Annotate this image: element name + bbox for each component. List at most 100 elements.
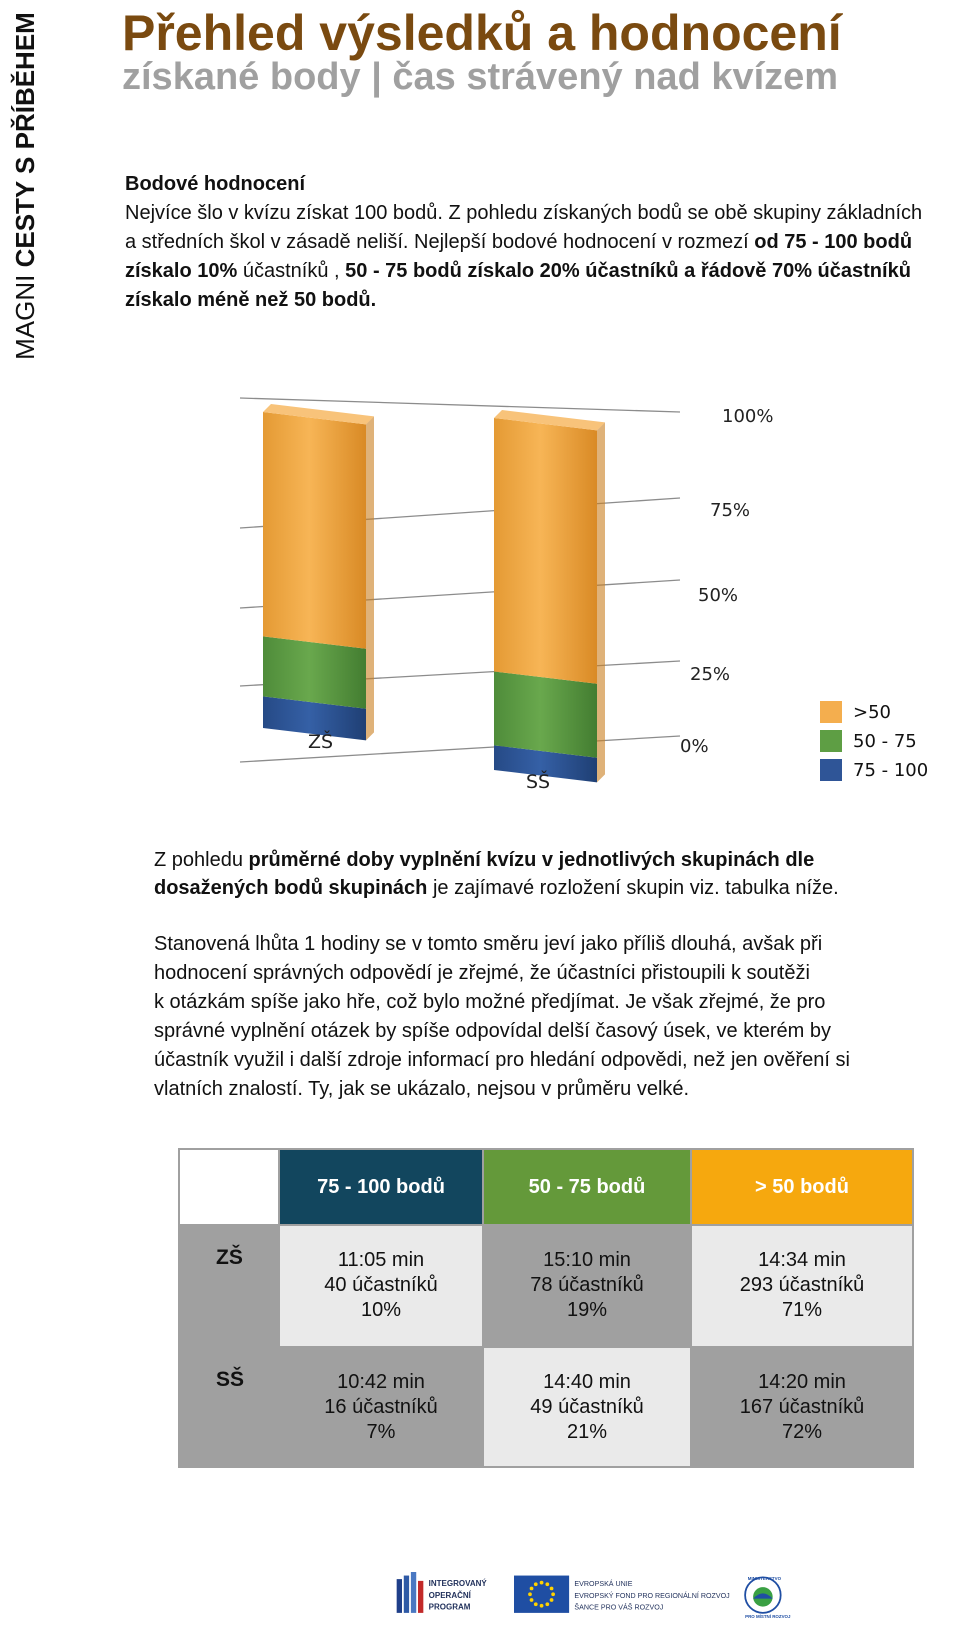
- table-cell-line: 167 účastníků: [739, 1396, 865, 1418]
- table-cell-line: 71%: [781, 1299, 823, 1321]
- eu-logo-line-3: ŠANCE PRO VÁŠ ROZVOJ: [574, 1602, 663, 1611]
- table-cell-line: 10%: [360, 1299, 402, 1321]
- chart-gridline: [239, 735, 681, 763]
- legend-label: >50: [853, 702, 891, 723]
- ministry-logo: MINISTERSTVO PRO MÍSTNÍ ROZVOJ: [744, 1576, 791, 1619]
- sidebar-brand: MAGNI CESTY S PŘÍBĚHEM: [7, 11, 43, 361]
- eu-star: [539, 1580, 544, 1585]
- time-bold-1: průměrné doby vyplnění kvízu v jednotliv…: [248, 849, 815, 871]
- deadline-line: správné vyplnění otázek by spíše odpovíd…: [154, 1020, 832, 1042]
- table-cell-line: 72%: [781, 1421, 823, 1443]
- table-cell-line: 21%: [566, 1421, 608, 1443]
- chart-bar-segment: [494, 671, 597, 758]
- table-cell-line: 78 účastníků: [530, 1274, 644, 1296]
- table-row-label: SŠ: [180, 1348, 278, 1466]
- table-cell-line: 40 účastníků: [324, 1274, 438, 1296]
- deadline-line: hodnocení správných odpovědí je zřejmé, …: [154, 962, 810, 984]
- sidebar-brand-bold: CESTY S PŘÍBĚHEM: [10, 12, 40, 268]
- chart-y-tick-label: 25%: [690, 664, 730, 685]
- eu-star: [533, 1582, 538, 1587]
- eu-star: [529, 1586, 534, 1591]
- legend-swatch: [820, 759, 842, 781]
- table-cell: 15:10 min 78 účastníků 19%: [484, 1226, 690, 1346]
- table-cell-line: 19%: [566, 1299, 608, 1321]
- chart-bar-segment: [494, 418, 597, 684]
- chart-bar-segment: [494, 745, 597, 783]
- intro-bold-1: od 75 - 100 bodů získalo 10%: [125, 231, 913, 282]
- table-header: 50 - 75 bodů: [484, 1150, 690, 1224]
- table-cell: 14:20 min 167 účastníků 72%: [692, 1348, 912, 1466]
- table-header: > 50 bodů: [692, 1150, 912, 1224]
- time-paragraph: Z pohledu průměrné doby vyplnění kvízu v…: [154, 846, 960, 902]
- chart-y-tick-label: 100%: [722, 406, 773, 427]
- time-text-1: Z pohledu: [154, 849, 249, 871]
- deadline-paragraph: Stanovená lhůta 1 hodiny se v tomto směr…: [154, 930, 960, 1104]
- ministry-logo-line-2: PRO MÍSTNÍ ROZVOJ: [745, 1612, 791, 1619]
- chart-bar-segment: [263, 696, 366, 741]
- table-cell-line: 14:20 min: [758, 1371, 846, 1393]
- intro-text-1: Nejvíce šlo v kvízu získat 100 bodů. Z p…: [125, 202, 923, 253]
- eu-star: [539, 1603, 544, 1608]
- table-header: 75 - 100 bodů: [280, 1150, 482, 1224]
- eu-star: [533, 1602, 538, 1607]
- chart-y-tick-label: 50%: [698, 585, 738, 606]
- table-cell-line: 11:05 min: [337, 1249, 425, 1271]
- eu-star: [529, 1598, 534, 1602]
- intro-text-2: účastníků ,: [237, 260, 346, 282]
- page-subtitle: získané body | čas strávený nad kvízem: [122, 56, 839, 98]
- intro-bold-2: 50 - 75 bodů získalo 20% účastníků a řád…: [125, 260, 911, 311]
- deadline-line: Stanovená lhůta 1 hodiny se v tomto směr…: [154, 933, 823, 955]
- page-title: Přehled výsledků a hodnocení: [122, 5, 842, 61]
- table-cell-line: 15:10 min: [543, 1249, 631, 1271]
- table-cell-line: 14:40 min: [543, 1371, 631, 1393]
- table-row-label: ZŠ: [180, 1226, 278, 1346]
- intro-heading: Bodové hodnocení: [125, 173, 305, 195]
- op-logo-line-1: INTEGROVANÝ: [429, 1579, 488, 1588]
- op-logo: INTEGROVANÝ OPERAČNÍ PROGRAM: [396, 1572, 488, 1613]
- eu-star: [528, 1592, 532, 1597]
- footer-logos: INTEGROVANÝ OPERAČNÍ PROGRAM EVROPSKÁ UN…: [396, 1572, 791, 1619]
- table-cell: 14:34 min 293 účastníků 71%: [692, 1226, 912, 1346]
- chart-bar-top: [263, 404, 374, 425]
- eu-logo: EVROPSKÁ UNIE EVROPSKÝ FOND PRO REGIONÁL…: [514, 1575, 730, 1613]
- time-bold-2: dosažených bodů skupinách: [154, 877, 428, 899]
- stacked-bar-chart: 0% 25% 50% 75% 100% ZŠ SŠ: [239, 397, 773, 793]
- chart-bar-side: [597, 422, 605, 783]
- chart-bar-top: [494, 410, 605, 431]
- op-logo-line-3: PROGRAM: [429, 1602, 471, 1611]
- legend-swatch: [820, 701, 842, 723]
- ministry-logo-line-1: MINISTERSTVO: [748, 1576, 782, 1581]
- chart-category-label: ZŠ: [308, 729, 333, 753]
- table-cell-line: 7%: [366, 1421, 396, 1443]
- table-cell-line: 293 účastníků: [739, 1274, 865, 1296]
- results-table: 75 - 100 bodů 50 - 75 bodů > 50 bodů ZŠ 11:0…: [178, 1148, 914, 1468]
- eu-logo-line-2: EVROPSKÝ FOND PRO REGIONÁLNÍ ROZVOJ: [574, 1591, 730, 1600]
- eu-star: [545, 1582, 550, 1587]
- table-cell: 11:05 min 40 účastníků 10%: [280, 1226, 482, 1346]
- table-corner: [180, 1150, 278, 1224]
- deadline-line: vlatních znalostí. Ty, jak se ukázalo, n…: [154, 1078, 690, 1100]
- time-text-2: je zajímavé rozložení skupin viz. tabulk…: [427, 877, 839, 899]
- table-cell: 14:40 min 49 účastníků 21%: [484, 1348, 690, 1466]
- chart-category-label: SŠ: [526, 769, 550, 793]
- chart-y-tick-label: 0%: [680, 736, 709, 757]
- legend-swatch: [820, 730, 842, 752]
- chart-bar-segment: [263, 412, 366, 649]
- intro-paragraph: Bodové hodnocení Nejvíce šlo v kvízu zís…: [125, 170, 925, 315]
- table-cell-line: 10:42 min: [337, 1371, 425, 1393]
- table-cell-line: 14:34 min: [758, 1249, 846, 1271]
- chart-bar-side: [366, 416, 374, 741]
- table-cell: 10:42 min 16 účastníků 7%: [280, 1348, 482, 1466]
- sidebar-prefix: MAGNI: [10, 267, 40, 360]
- chart-bar-segment: [263, 636, 366, 709]
- table-cell-line: 16 účastníků: [324, 1396, 438, 1418]
- eu-star: [549, 1586, 554, 1591]
- eu-logo-line-1: EVROPSKÁ UNIE: [574, 1579, 632, 1588]
- deadline-line: k otázkám spíše jako hře, což bylo možné…: [154, 991, 826, 1013]
- legend-label: 50 - 75: [853, 731, 917, 752]
- legend-label: 75 - 100: [853, 760, 929, 781]
- chart-gridline: [239, 397, 681, 413]
- table-cell-line: 49 účastníků: [530, 1396, 644, 1418]
- eu-star: [549, 1598, 554, 1602]
- op-logo-line-2: OPERAČNÍ: [429, 1591, 472, 1600]
